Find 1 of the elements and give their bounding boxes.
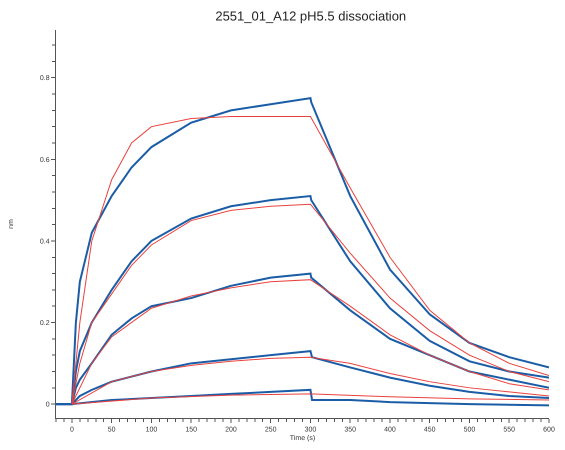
chart-title: 2551_01_A12 pH5.5 dissociation <box>215 8 406 24</box>
